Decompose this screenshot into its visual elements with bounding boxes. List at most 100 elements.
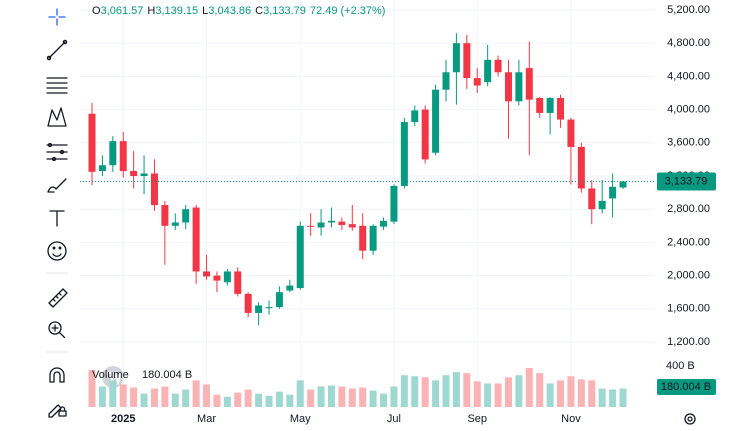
volume-bar	[203, 384, 211, 407]
projection-tool[interactable]	[46, 142, 68, 162]
candle-body	[525, 68, 533, 100]
candle-body	[588, 188, 596, 210]
volume-bar	[473, 381, 481, 407]
candle-body	[244, 293, 252, 313]
x-tick-label: Sep	[467, 413, 487, 425]
candle-body	[421, 109, 429, 160]
volume-bar	[338, 386, 346, 407]
x-tick-label: Nov	[561, 413, 581, 425]
y-tick-label: 4,400.00	[667, 70, 710, 82]
candle-body	[338, 221, 346, 225]
volume-bar	[130, 387, 138, 407]
volume-bar	[88, 370, 96, 407]
settings-button[interactable]	[684, 413, 696, 425]
volume-bar	[442, 375, 450, 407]
brush-tool[interactable]	[47, 178, 67, 193]
legend-value: 3,043.86	[208, 5, 251, 17]
candle-body	[369, 225, 377, 251]
candle-body	[234, 271, 242, 294]
candle-body	[88, 113, 96, 172]
candle-body	[609, 186, 617, 199]
candle-body	[536, 97, 544, 113]
x-tick-label: Jul	[387, 413, 401, 425]
volume-bar	[567, 376, 575, 407]
x-tick-label: Mar	[197, 413, 216, 425]
legend-change: 72.49 (+2.37%)	[310, 5, 386, 17]
candle-body	[286, 285, 294, 291]
volume-bar	[557, 380, 565, 407]
y-tick-label: 2,000.00	[667, 270, 710, 282]
volume-bar	[463, 373, 471, 407]
candle-body	[296, 225, 304, 289]
y-tick-label: 1,200.00	[667, 336, 710, 348]
candle-body	[223, 271, 231, 283]
lock-draw-tool[interactable]	[48, 404, 67, 418]
candle-body	[203, 271, 211, 277]
volume-bar	[275, 391, 283, 407]
volume-bar	[390, 386, 398, 407]
candle-body	[150, 173, 158, 206]
trend-line-tool[interactable]	[46, 39, 68, 61]
candle-body	[119, 141, 127, 172]
y-tick-label: 5,200.00	[667, 4, 710, 16]
candle-body	[317, 222, 325, 228]
logo	[102, 366, 124, 388]
candle-body	[452, 43, 460, 73]
toolbar	[46, 8, 68, 418]
candle-body	[98, 165, 106, 172]
candle-body	[442, 72, 450, 90]
crosshair-tool[interactable]	[48, 8, 66, 26]
legend-key: H	[147, 5, 155, 17]
emoji-tool[interactable]	[47, 241, 67, 261]
volume-bar	[192, 380, 200, 407]
candle-body	[182, 209, 190, 223]
zoom-tool[interactable]	[48, 321, 66, 339]
volume-bar	[317, 386, 325, 407]
volume-badge-label: 180.004 B	[661, 381, 711, 393]
candle-body	[213, 275, 221, 281]
volume-title: Volume	[92, 369, 129, 381]
y-tick-label: 2,800.00	[667, 203, 710, 215]
x-tick-label: 2025	[111, 413, 135, 425]
candle-body	[463, 43, 471, 79]
volume-bar	[109, 380, 117, 407]
candle-body	[484, 59, 492, 83]
legend-value: 3,139.15	[155, 5, 198, 17]
volume-bar	[234, 392, 242, 407]
volume-bar	[98, 386, 106, 407]
volume-bar	[161, 386, 169, 407]
candle-body	[130, 171, 138, 176]
candle-body	[504, 72, 512, 102]
text-tool[interactable]	[49, 210, 65, 227]
volume-bar	[255, 393, 263, 407]
candle-body	[307, 225, 315, 227]
candle-body	[546, 97, 554, 113]
volume-tick-label: 400 B	[666, 360, 695, 372]
volume-bar	[494, 383, 502, 407]
ruler-tool[interactable]	[48, 288, 68, 308]
candle-body	[161, 205, 169, 226]
fib-tool[interactable]	[46, 77, 68, 94]
candle-body	[255, 305, 263, 313]
candle-body	[348, 224, 356, 228]
volume-bar	[369, 390, 377, 407]
legend-value: 3,133.79	[263, 5, 306, 17]
volume-bar	[452, 372, 460, 407]
candle-body	[192, 207, 200, 272]
volume-bar	[182, 389, 190, 407]
candle-body	[380, 220, 388, 227]
volume-bar	[536, 373, 544, 407]
labels: O3,061.57 H3,139.15 L3,043.86 C3,133.79 72.4…	[92, 4, 716, 425]
legend-key: L	[202, 5, 208, 17]
candle-body	[390, 185, 398, 222]
candle-body	[432, 89, 440, 153]
volume-bar	[546, 383, 554, 407]
volume-bar	[213, 394, 221, 407]
candle-body	[327, 220, 335, 223]
volume-bar	[348, 388, 356, 407]
legend-value: 3,061.57	[101, 5, 144, 17]
pattern-tool[interactable]	[47, 107, 67, 127]
magnet-tool[interactable]	[49, 367, 65, 383]
volume-bar	[432, 380, 440, 407]
candle-body	[411, 110, 419, 123]
